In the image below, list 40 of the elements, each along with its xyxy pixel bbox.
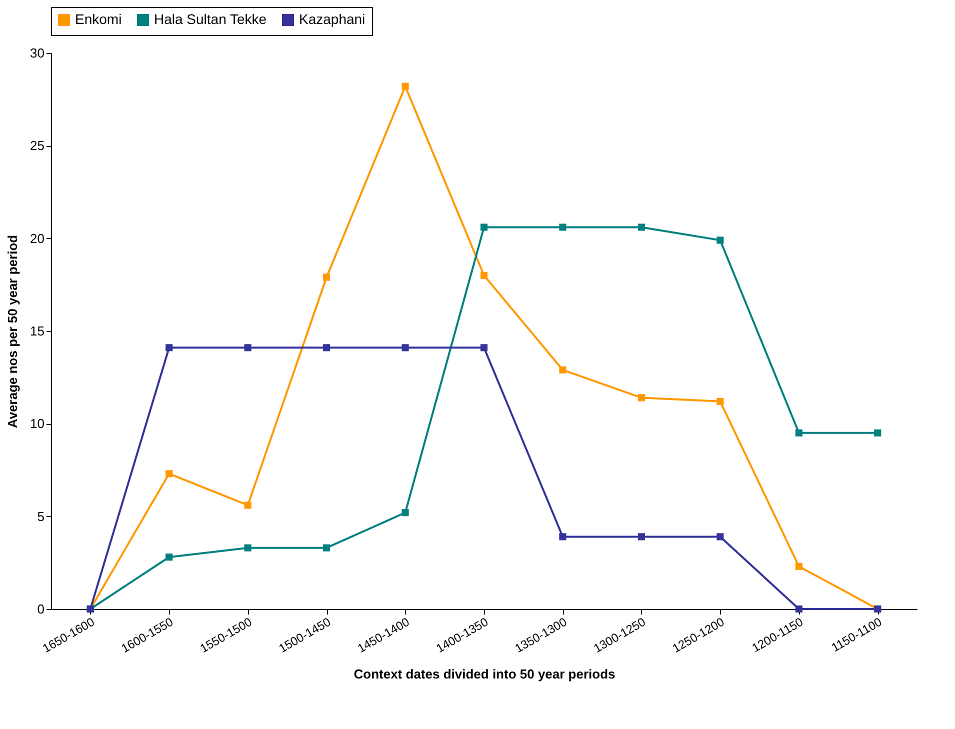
point [402, 344, 409, 352]
x-axis-title: Context dates divided into 50 year periods [354, 666, 616, 682]
legend-label: Hala Sultan Tekke [154, 11, 267, 27]
point [716, 236, 724, 244]
point [480, 344, 488, 352]
point [638, 533, 645, 540]
point [402, 509, 409, 516]
point [480, 224, 488, 231]
y-tick-label: 30 [30, 46, 44, 60]
y-axis-title: Average nos per 50 year period [5, 234, 20, 428]
point [795, 562, 802, 570]
point [480, 272, 488, 279]
point [638, 394, 645, 402]
y-tick-label: 20 [30, 230, 44, 246]
legend-label: Enkomi [75, 11, 122, 27]
point [716, 398, 724, 405]
point [323, 274, 330, 281]
legend-label: Kazaphani [299, 11, 366, 27]
point [244, 344, 252, 352]
point [323, 544, 330, 552]
point [166, 344, 173, 352]
y-tick-label: 15 [30, 324, 44, 338]
y-tick-label: 10 [30, 416, 44, 432]
y-tick-label: 25 [30, 138, 44, 154]
point [166, 554, 173, 561]
point [402, 82, 409, 90]
point [244, 544, 252, 552]
point [716, 533, 724, 540]
point [874, 429, 882, 436]
point [166, 470, 173, 478]
point [795, 429, 802, 436]
point [795, 605, 802, 613]
point [244, 502, 252, 509]
y-tick-label: 0 [37, 602, 44, 616]
point [559, 533, 566, 540]
point [559, 366, 566, 374]
point [559, 224, 566, 231]
y-tick-label: 5 [37, 508, 44, 524]
point [638, 224, 645, 231]
point [323, 344, 330, 352]
